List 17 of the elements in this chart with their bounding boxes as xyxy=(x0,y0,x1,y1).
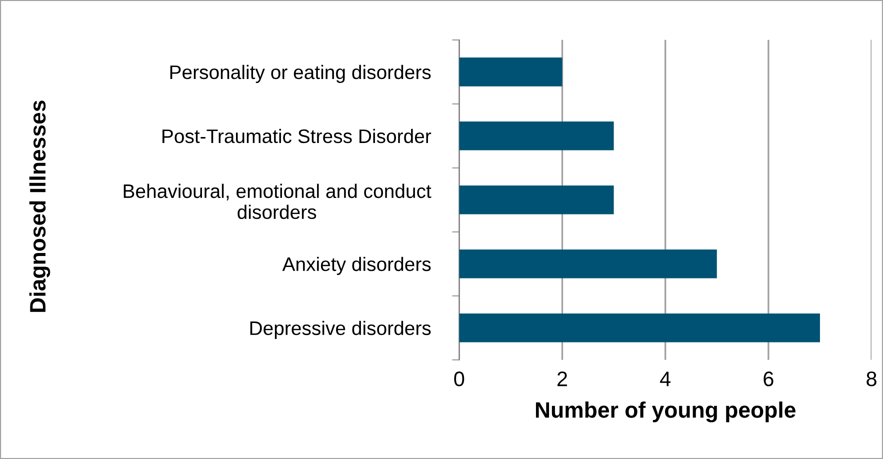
bar xyxy=(459,122,614,150)
y-tick-label: Anxiety disorders xyxy=(282,256,431,275)
bar xyxy=(459,313,820,342)
bar xyxy=(459,186,614,214)
y-tick-label: Depressive disorders xyxy=(250,320,431,339)
x-tick-label: 0 xyxy=(454,372,464,386)
x-tick-label: 2 xyxy=(558,372,567,386)
bar xyxy=(459,249,717,278)
x-tick-label: 4 xyxy=(660,372,671,386)
x-tick-label: 6 xyxy=(764,372,774,386)
bar xyxy=(459,58,562,86)
y-tick-label: Personality or eating disorders xyxy=(170,64,431,84)
y-tick-label: Post-Traumatic Stress Disorder xyxy=(162,128,432,144)
x-axis-title: Number of young people xyxy=(536,402,796,422)
x-tick-label: 8 xyxy=(866,372,876,386)
y-tick-label: Behavioural, emotional and conduct disorders xyxy=(124,184,432,220)
y-axis-title: Diagnosed Illnesses xyxy=(29,100,50,312)
